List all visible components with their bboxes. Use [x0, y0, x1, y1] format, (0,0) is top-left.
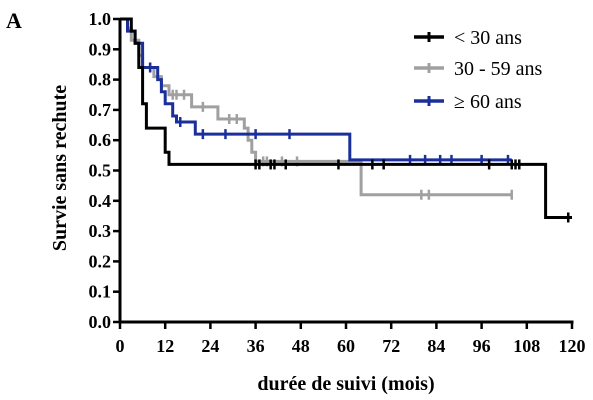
axes: 0.0 0.1 0.2 0.3 0.4 0.5 0.6 0.7 0.8 0.9 1.0 0 12 24 36…: [89, 9, 586, 356]
x-axis-label: durée de suivi (mois): [257, 373, 434, 395]
survival-curve-2: [120, 17, 512, 162]
x-tick-label: 24: [201, 336, 219, 356]
y-tick-label: 0.5: [89, 161, 112, 181]
y-tick-label: 0.4: [89, 191, 112, 211]
y-tick-label: 0.2: [89, 251, 112, 271]
y-tick-label: 1.0: [89, 9, 112, 29]
panel-label: A: [6, 8, 22, 33]
x-tick-label: 0: [116, 336, 125, 356]
x-tick-label: 12: [156, 336, 174, 356]
y-tick-label: 0.8: [89, 70, 112, 90]
x-tick-label: 120: [559, 336, 586, 356]
x-tick-label: 108: [513, 336, 540, 356]
legend-label-1: 30 - 59 ans: [454, 58, 543, 80]
y-tick-label: 0.9: [89, 39, 112, 59]
x-tick-label: 60: [337, 336, 355, 356]
x-tick-label: 48: [292, 336, 310, 356]
series-1: [120, 17, 513, 200]
x-tick-label: 72: [382, 336, 400, 356]
y-axis-label: Survie sans rechute: [49, 85, 71, 251]
y-tick-label: 0.6: [89, 130, 112, 150]
x-tick-label: 84: [427, 336, 445, 356]
y-tick-label: 0.1: [89, 282, 112, 302]
x-tick-label: 36: [247, 336, 265, 356]
y-tick-label: 0.0: [89, 312, 112, 332]
series-layer: [120, 17, 572, 223]
series-2: [120, 17, 512, 165]
y-tick-label: 0.3: [89, 221, 112, 241]
legend-label-0: < 30 ans: [454, 27, 522, 49]
x-tick-label: 96: [473, 336, 491, 356]
legend: < 30 ans 30 - 59 ans ≥ 60 ans: [414, 27, 543, 113]
survival-curve-0: [120, 17, 572, 219]
legend-label-2: ≥ 60 ans: [454, 91, 522, 113]
y-tick-label: 0.7: [89, 100, 112, 120]
survival-curve-1: [120, 17, 512, 197]
series-0: [120, 17, 572, 223]
